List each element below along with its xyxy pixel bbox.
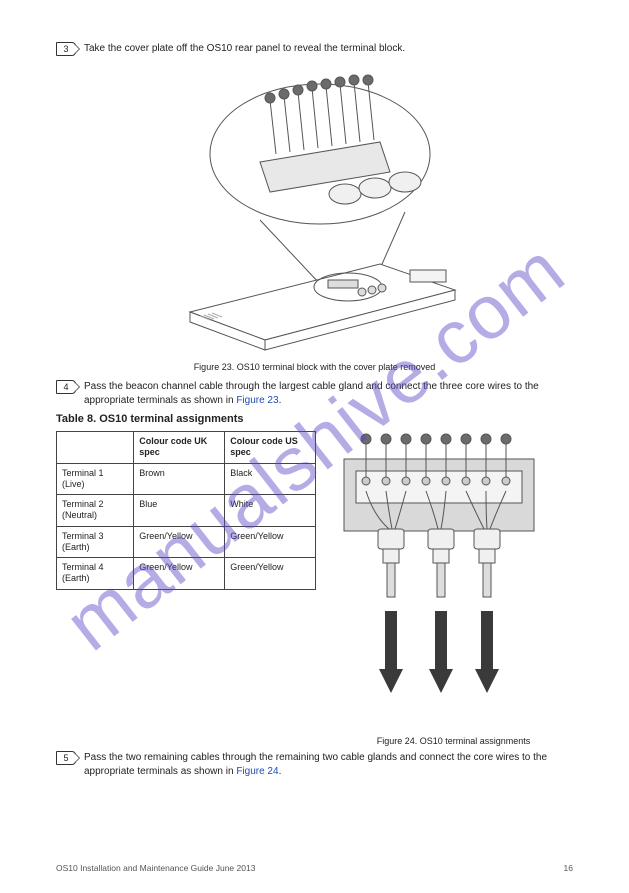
figure-24-caption: Figure 24. OS10 terminal assignments (334, 736, 573, 746)
step-4-text-b: . (279, 395, 282, 406)
footer-left: OS10 Installation and Maintenance Guide … (56, 863, 255, 873)
step-5-text: Pass the two remaining cables through th… (84, 751, 573, 778)
figure-23-illustration (150, 62, 480, 352)
table-row: Terminal 1 (Live) Brown Black (57, 463, 316, 495)
th-uk: Colour code UK spec (134, 432, 225, 464)
step-5-badge: 5 (56, 751, 76, 765)
table-row: Terminal 3 (Earth) Green/Yellow Green/Ye… (57, 526, 316, 558)
cell: Green/Yellow (225, 526, 316, 558)
cell: White (225, 495, 316, 527)
table-row: Terminal 2 (Neutral) Blue White (57, 495, 316, 527)
step-4: 4 Pass the beacon channel cable through … (56, 380, 573, 407)
step-3-text: Take the cover plate off the OS10 rear p… (84, 42, 405, 56)
cell: Terminal 3 (Earth) (57, 526, 134, 558)
page-footer: OS10 Installation and Maintenance Guide … (0, 863, 629, 873)
cell: Terminal 1 (Live) (57, 463, 134, 495)
cell: Green/Yellow (225, 558, 316, 590)
table-row: Terminal 4 (Earth) Green/Yellow Green/Ye… (57, 558, 316, 590)
footer-page-number: 16 (564, 863, 573, 873)
cell: Terminal 2 (Neutral) (57, 495, 134, 527)
step-4-badge: 4 (56, 380, 76, 394)
figure-24-illustration: Figure 24. OS10 terminal assignments (334, 431, 573, 741)
step-5: 5 Pass the two remaining cables through … (56, 751, 573, 778)
cell: Green/Yellow (134, 526, 225, 558)
step-5-text-a: Pass the two remaining cables through th… (84, 752, 547, 777)
th-blank (57, 432, 134, 464)
table-8-title: Table 8. OS10 terminal assignments (56, 413, 573, 425)
table-header-row: Colour code UK spec Colour code US spec (57, 432, 316, 464)
cell: Terminal 4 (Earth) (57, 558, 134, 590)
cell: Black (225, 463, 316, 495)
step-4-text: Pass the beacon channel cable through th… (84, 380, 573, 407)
step-5-text-b: . (279, 766, 282, 777)
step-5-link[interactable]: Figure 24 (236, 766, 278, 777)
step-4-link[interactable]: Figure 23 (236, 395, 278, 406)
step-3: 3 Take the cover plate off the OS10 rear… (56, 42, 573, 56)
terminal-assignments-table: Colour code UK spec Colour code US spec … (56, 431, 316, 590)
cell: Brown (134, 463, 225, 495)
cell: Blue (134, 495, 225, 527)
step-4-text-a: Pass the beacon channel cable through th… (84, 381, 539, 406)
th-us: Colour code US spec (225, 432, 316, 464)
figure-23-caption: Figure 23. OS10 terminal block with the … (56, 362, 573, 372)
cell: Green/Yellow (134, 558, 225, 590)
step-3-badge: 3 (56, 42, 76, 56)
